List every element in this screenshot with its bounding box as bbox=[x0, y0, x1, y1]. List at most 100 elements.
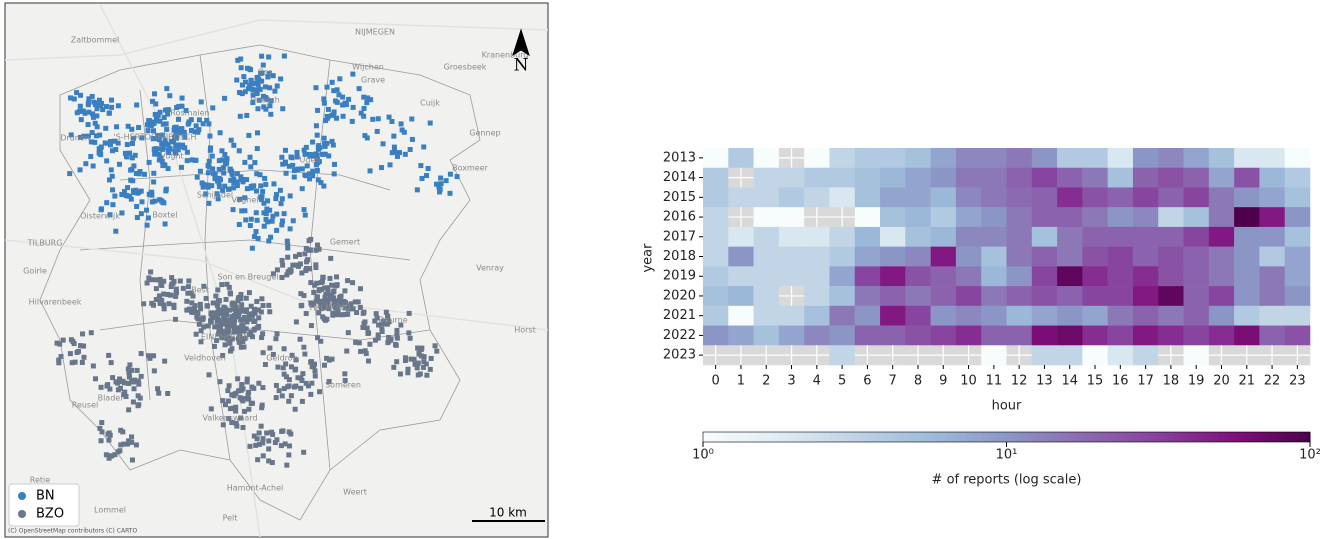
colorbar-segment bbox=[874, 432, 881, 442]
heat-cell bbox=[778, 305, 805, 326]
bn-point bbox=[115, 103, 121, 109]
bn-point bbox=[68, 95, 74, 101]
colorbar-segment bbox=[880, 432, 886, 442]
heat-cell bbox=[1031, 207, 1058, 228]
colorbar-segment bbox=[783, 432, 790, 442]
heat-cell bbox=[981, 286, 1007, 307]
bzo-point bbox=[398, 322, 404, 328]
bzo-point bbox=[397, 371, 403, 377]
heat-cell bbox=[930, 207, 957, 228]
bn-point bbox=[196, 117, 202, 123]
bzo-point bbox=[339, 312, 345, 318]
bn-point bbox=[321, 100, 327, 106]
place-label: Best bbox=[191, 286, 209, 295]
bn-point bbox=[266, 54, 272, 60]
bzo-point bbox=[280, 365, 286, 371]
bzo-point bbox=[173, 316, 179, 322]
bn-point bbox=[124, 142, 130, 148]
bn-point bbox=[171, 127, 177, 133]
heat-cell bbox=[1158, 207, 1184, 228]
colorbar-segment bbox=[1016, 432, 1023, 442]
heat-cell bbox=[829, 345, 856, 366]
bn-point bbox=[257, 86, 263, 92]
bzo-point bbox=[280, 428, 286, 434]
heat-cell bbox=[1006, 325, 1033, 346]
heat-cell bbox=[905, 325, 931, 346]
heat-cell bbox=[854, 226, 881, 247]
place-label: HELMOND bbox=[310, 304, 351, 313]
heat-cell bbox=[1284, 305, 1311, 326]
bzo-point bbox=[402, 357, 408, 363]
bn-point bbox=[234, 179, 240, 185]
heat-cell bbox=[1158, 167, 1184, 188]
heat-cell bbox=[728, 305, 754, 326]
colorbar-segment bbox=[1269, 432, 1276, 442]
bzo-point bbox=[285, 242, 291, 248]
bzo-point bbox=[379, 328, 385, 334]
bn-point bbox=[314, 168, 320, 174]
bn-point bbox=[116, 161, 122, 167]
heat-cell bbox=[1107, 167, 1134, 188]
bzo-point bbox=[184, 307, 190, 313]
bn-point bbox=[113, 147, 119, 153]
bn-point bbox=[280, 161, 286, 167]
missing-hatch bbox=[955, 345, 982, 365]
bzo-point bbox=[293, 383, 299, 389]
colorbar-segment bbox=[743, 432, 750, 442]
bn-point bbox=[282, 147, 288, 153]
bn-point bbox=[155, 113, 161, 119]
bzo-point bbox=[308, 236, 314, 242]
bn-point bbox=[263, 106, 269, 112]
bzo-point bbox=[311, 301, 317, 307]
bzo-point bbox=[304, 265, 310, 271]
bzo-point bbox=[168, 292, 174, 298]
bn-point bbox=[127, 193, 133, 199]
bzo-point bbox=[236, 338, 242, 344]
bzo-point bbox=[363, 351, 369, 357]
bzo-point bbox=[326, 357, 332, 363]
bn-point bbox=[78, 117, 84, 123]
heat-cell bbox=[1006, 266, 1033, 287]
bzo-point bbox=[106, 352, 112, 358]
bzo-point bbox=[118, 427, 124, 433]
bn-point bbox=[106, 110, 112, 116]
bzo-point bbox=[260, 385, 266, 391]
heat-cell bbox=[753, 286, 780, 307]
bzo-point bbox=[180, 285, 186, 291]
bzo-point bbox=[259, 296, 265, 302]
missing-hatch bbox=[1208, 345, 1235, 365]
bzo-point bbox=[264, 430, 270, 436]
colorbar-segment bbox=[794, 432, 800, 442]
bn-point bbox=[130, 178, 136, 184]
bzo-point bbox=[239, 396, 245, 402]
colorbar-segment bbox=[1173, 432, 1179, 442]
x-tick-label: 4 bbox=[813, 374, 821, 389]
bzo-point bbox=[206, 372, 212, 378]
bzo-point bbox=[394, 359, 400, 365]
bzo-point bbox=[220, 422, 226, 428]
bzo-point bbox=[174, 289, 180, 295]
bn-point bbox=[105, 140, 111, 146]
bzo-point bbox=[203, 295, 209, 301]
y-tick-label: 2013 bbox=[663, 150, 696, 165]
heat-cell bbox=[753, 187, 780, 208]
bn-point bbox=[374, 128, 380, 134]
bzo-point bbox=[405, 366, 411, 372]
bzo-point bbox=[249, 313, 255, 319]
bzo-point bbox=[127, 362, 133, 368]
bn-point bbox=[267, 207, 273, 213]
bn-point bbox=[329, 112, 335, 118]
bn-point bbox=[184, 158, 190, 164]
colorbar-segment bbox=[1138, 432, 1144, 442]
bn-point bbox=[268, 111, 274, 117]
bzo-point bbox=[229, 336, 235, 342]
bzo-point bbox=[243, 309, 249, 315]
bzo-point bbox=[191, 305, 197, 311]
heat-cell bbox=[1132, 148, 1159, 169]
place-label: Bladel bbox=[98, 394, 123, 403]
bn-point bbox=[425, 165, 431, 171]
bzo-point bbox=[238, 415, 244, 421]
bn-point bbox=[258, 183, 264, 189]
missing-hatch bbox=[829, 207, 855, 227]
heat-cell bbox=[1183, 325, 1210, 346]
